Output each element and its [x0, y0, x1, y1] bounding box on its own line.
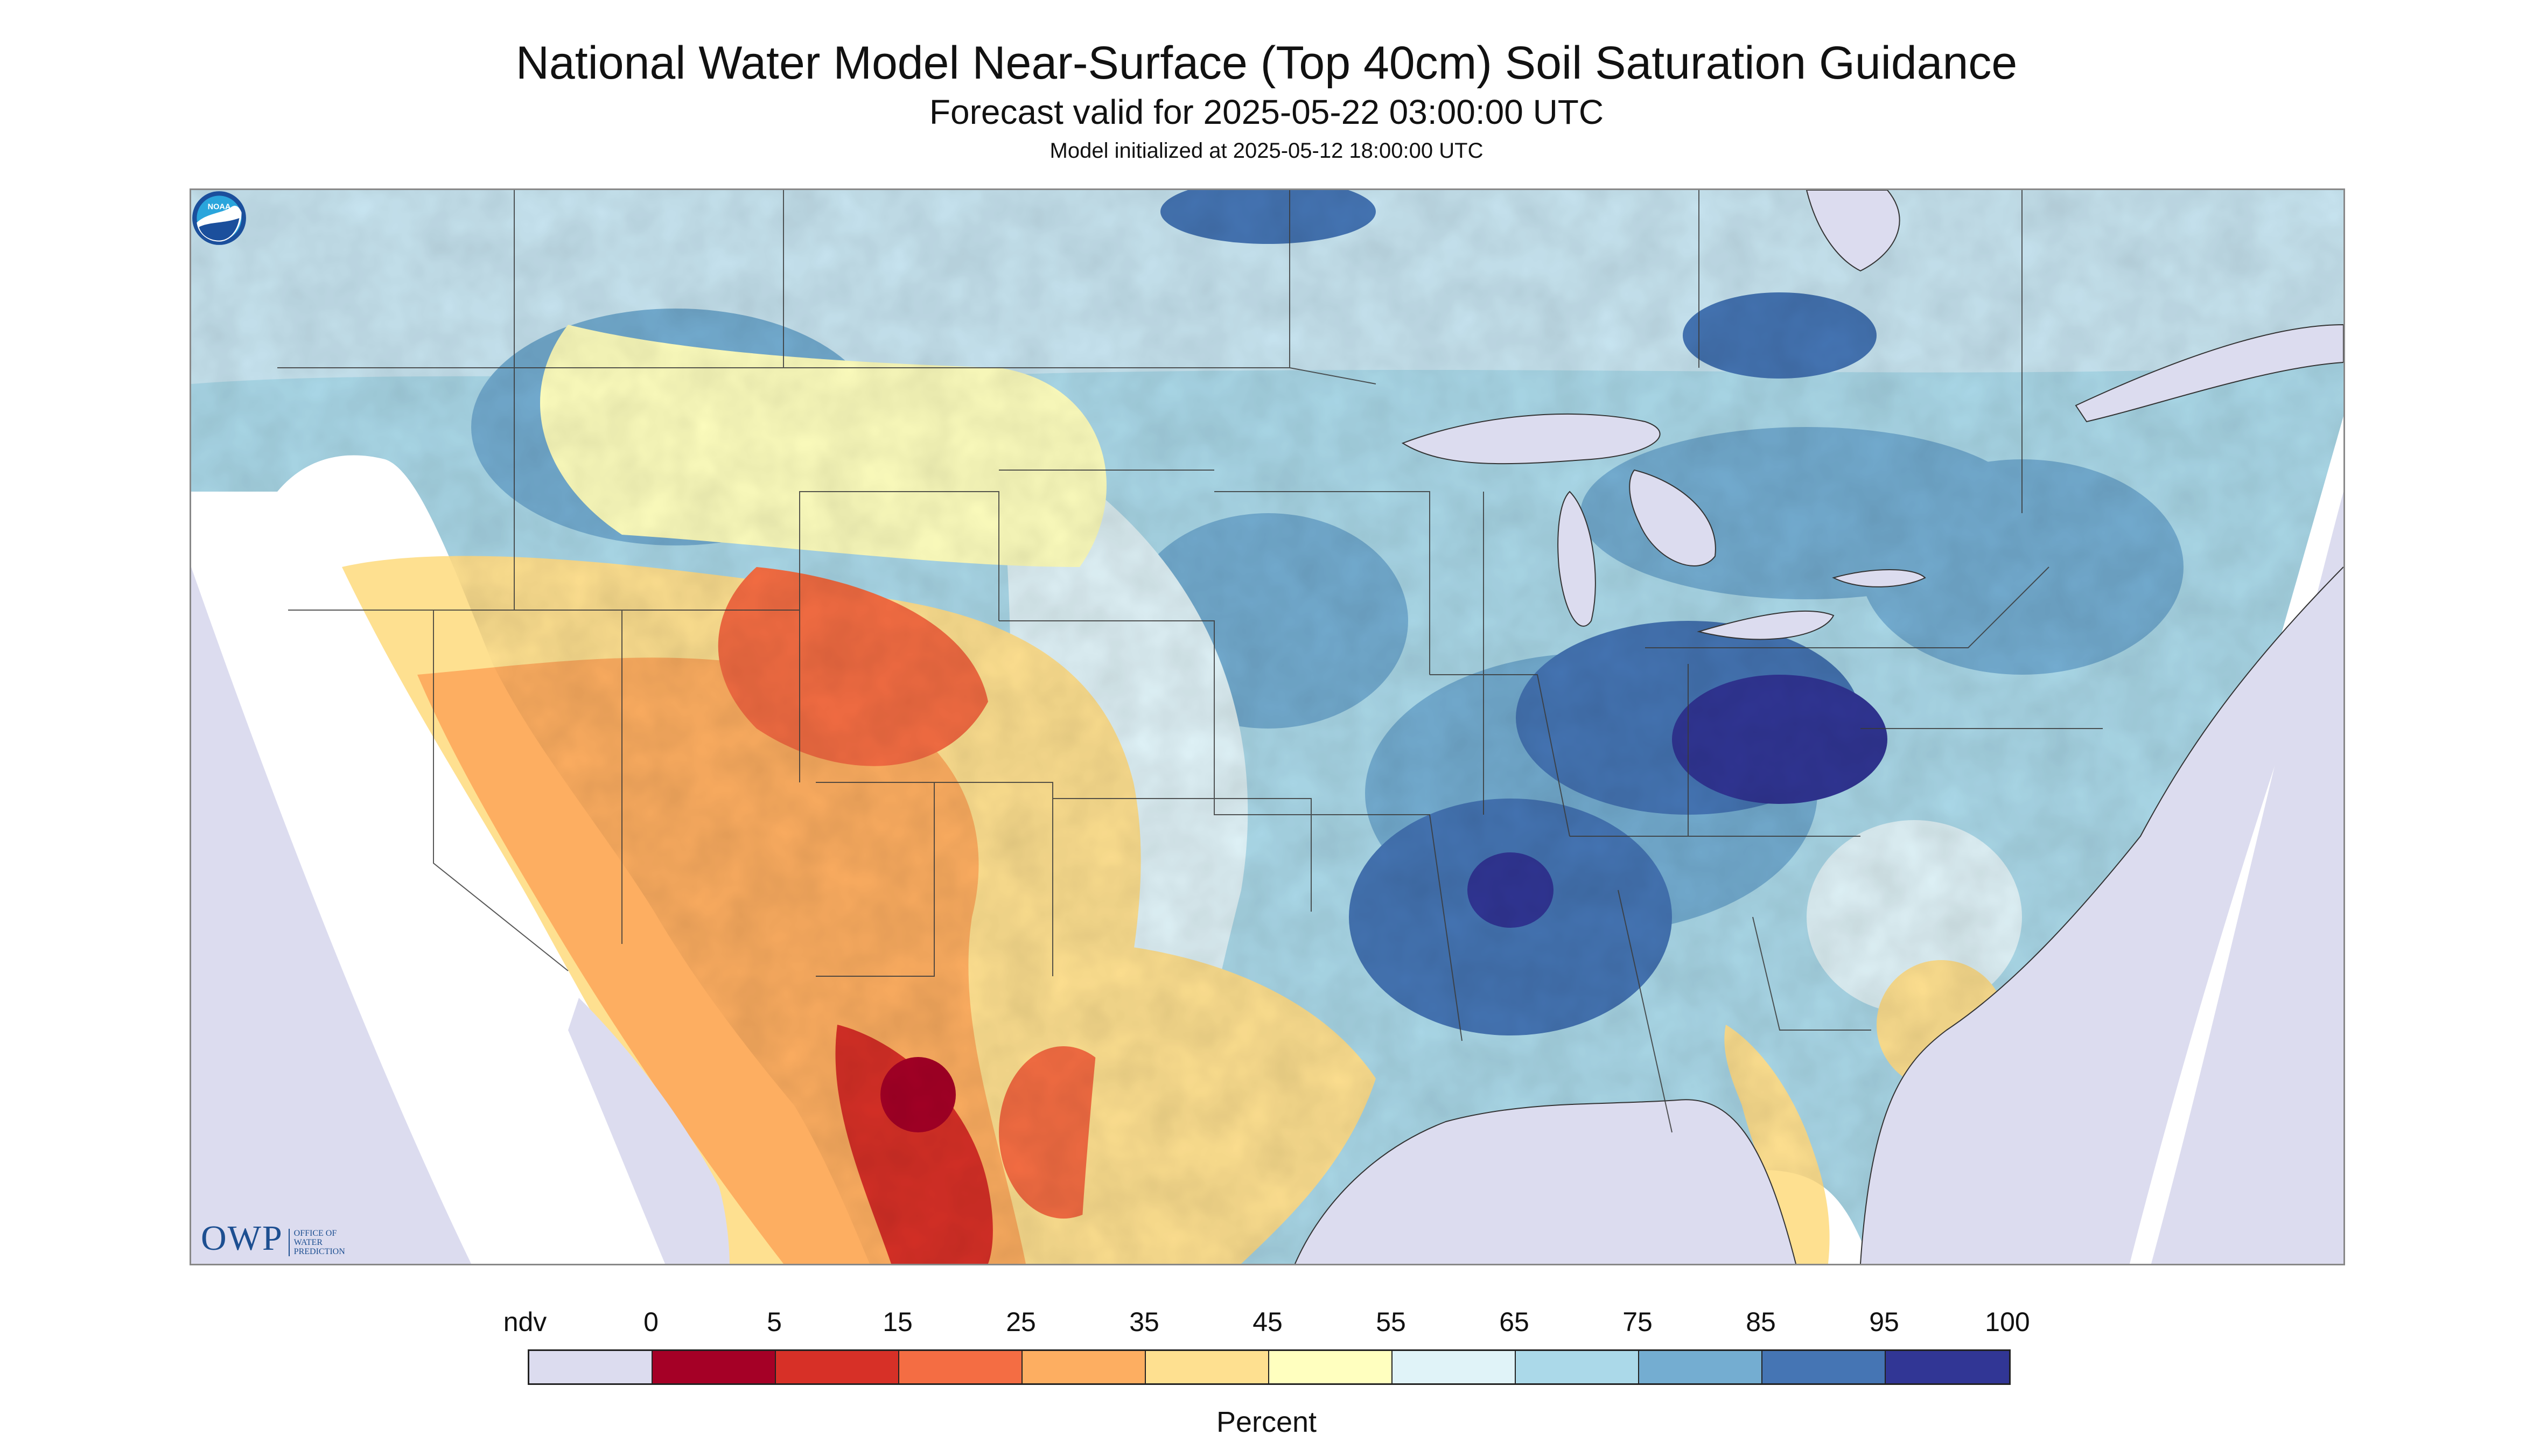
owp-logo-text: OWP — [201, 1219, 283, 1258]
forecast-valid-time: Forecast valid for 2025-05-22 03:00:00 U… — [929, 93, 1604, 131]
legend-tick: 85 — [1746, 1307, 1776, 1337]
legend-tick: 65 — [1499, 1307, 1529, 1337]
legend-swatch — [1639, 1351, 1762, 1383]
legend-tick: 95 — [1869, 1307, 1899, 1337]
legend-color-bar — [528, 1349, 2011, 1385]
owp-logo: OWP Office of Water Prediction — [201, 1221, 364, 1256]
legend-swatch — [1516, 1351, 1639, 1383]
legend-tick: 45 — [1252, 1307, 1283, 1337]
ndv-west — [191, 567, 471, 1264]
gulf-of-california — [568, 998, 730, 1264]
noaa-logo-icon: NOAA — [192, 191, 246, 245]
legend-tick: 100 — [1985, 1307, 2030, 1337]
great-lakes — [1401, 413, 1926, 640]
legend-tick: 55 — [1376, 1307, 1406, 1337]
legend-tick: 15 — [883, 1307, 913, 1337]
model-init-time: Model initialized at 2025-05-12 18:00:00… — [1049, 139, 1484, 163]
owp-logo-subtext: Office of Water Prediction — [288, 1229, 364, 1256]
soil-saturation-map: OWP Office of Water Prediction NOAA — [190, 188, 2345, 1265]
map-canvas — [191, 190, 2343, 1264]
legend-swatch — [653, 1351, 776, 1383]
legend-swatch — [776, 1351, 899, 1383]
legend-swatch — [1886, 1351, 2009, 1383]
color-legend: ndv 0 5 15 25 35 45 55 65 75 85 95 100 — [503, 1307, 2030, 1385]
legend-swatch — [1393, 1351, 1516, 1383]
gulf-of-mexico — [1295, 1100, 1796, 1264]
legend-swatch — [529, 1351, 653, 1383]
map-title: National Water Model Near-Surface (Top 4… — [515, 37, 2018, 89]
legend-tick: 0 — [643, 1307, 659, 1337]
boundaries — [277, 190, 2103, 1133]
legend-tick: 5 — [767, 1307, 782, 1337]
legend-swatch — [1762, 1351, 1886, 1383]
svg-text:NOAA: NOAA — [208, 202, 231, 211]
legend-swatch — [1269, 1351, 1393, 1383]
legend-swatch — [899, 1351, 1023, 1383]
legend-unit-label: Percent — [1216, 1406, 1317, 1438]
atlantic-ocean — [1860, 567, 2343, 1264]
legend-tick: ndv — [503, 1307, 547, 1337]
legend-tick-labels: ndv 0 5 15 25 35 45 55 65 75 85 95 100 — [503, 1306, 2030, 1339]
legend-tick: 25 — [1006, 1307, 1036, 1337]
legend-swatch — [1023, 1351, 1146, 1383]
legend-swatch — [1146, 1351, 1269, 1383]
legend-tick: 75 — [1622, 1307, 1653, 1337]
legend-tick: 35 — [1129, 1307, 1159, 1337]
